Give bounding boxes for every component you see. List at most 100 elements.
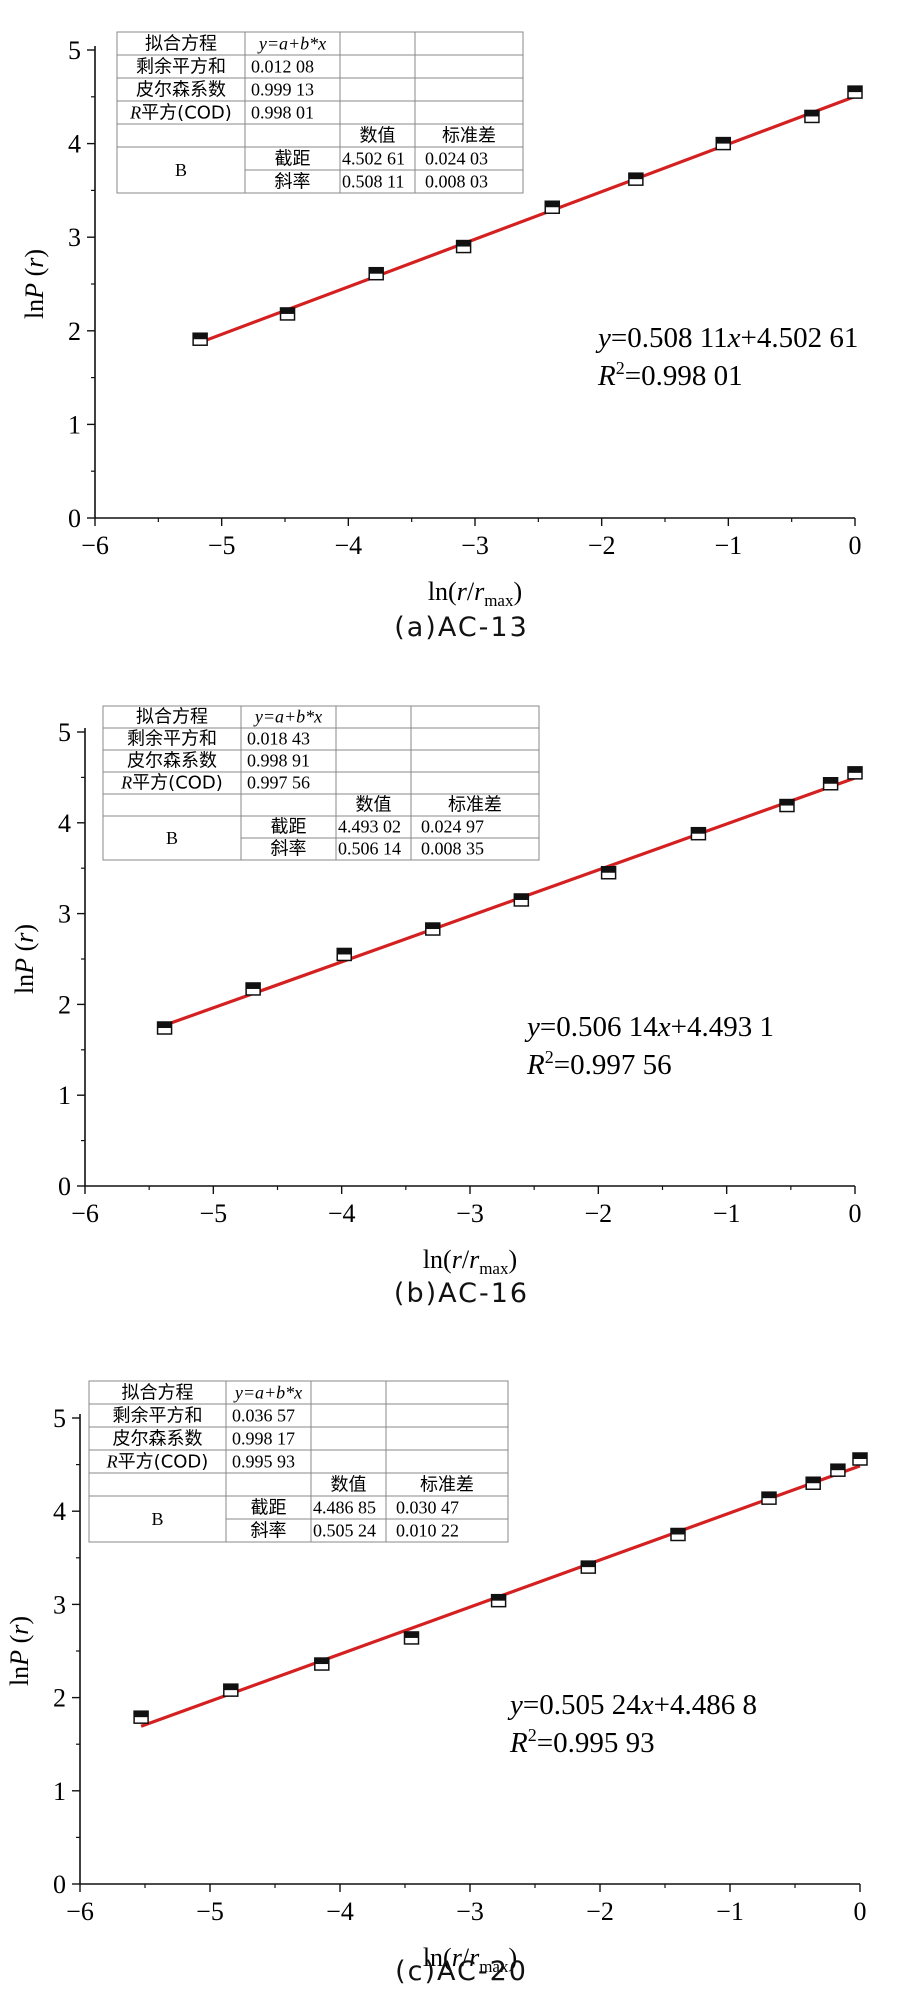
marker-fill	[823, 777, 838, 784]
marker-fill	[545, 201, 560, 208]
panel-caption: (c)AC-20	[395, 1956, 528, 1987]
marker-fill	[848, 86, 862, 93]
table-param-name: 截距	[251, 1497, 287, 1518]
marker-fill	[246, 982, 261, 989]
table-header-label: 拟合方程	[145, 33, 217, 54]
x-tick-label: −2	[588, 531, 616, 560]
x-tick-label: −6	[66, 1897, 94, 1926]
y-axis-title: lnP (r)	[5, 1616, 34, 1686]
y-axis-title: lnP (r)	[10, 924, 39, 994]
panel-c: −6 −5 −4 −3 −2 −1 0 0 1 2 3 4 5 ln(r/rmax) lnP (r) y=0.…	[0, 1336, 923, 2003]
x-tick-label: −3	[456, 1199, 484, 1228]
r-squared: R2=0.995 93	[509, 1725, 655, 1759]
marker-fill	[628, 173, 643, 180]
x-tick-label: −3	[461, 531, 489, 560]
marker-fill	[134, 1711, 149, 1718]
x-tick-label: −5	[208, 531, 236, 560]
marker-fill	[804, 110, 819, 117]
data-point	[513, 893, 530, 907]
y-tick-label: 3	[53, 1590, 66, 1619]
table-param-std: 0.024 97	[421, 817, 484, 837]
y-tick-label: 1	[68, 410, 81, 439]
data-point	[779, 798, 795, 813]
data-point	[245, 982, 261, 996]
data-point	[223, 1683, 239, 1697]
x-tick-label: −1	[713, 1199, 741, 1228]
chart-ac16: −6 −5 −4 −3 −2 −1 0 0 1 2 3 4 5 ln(r/rmax) lnP (r) y=0.…	[10, 705, 863, 1278]
fit-line	[164, 776, 856, 1027]
marker-fill	[425, 923, 440, 930]
marker-fill	[671, 1528, 685, 1535]
x-axis-title: ln(r/rmax)	[428, 577, 522, 610]
marker-fill	[193, 333, 208, 340]
table-row-label: 剩余平方和	[136, 56, 226, 77]
data-point	[279, 307, 296, 321]
marker-fill	[830, 1464, 845, 1471]
y-tick-label: 4	[58, 809, 71, 838]
marker-fill	[691, 827, 706, 834]
data-point	[336, 947, 352, 962]
table-border	[88, 1380, 509, 1543]
y-tick-label: 3	[58, 900, 71, 929]
x-tick-label: −5	[199, 1199, 227, 1228]
data-point	[715, 136, 732, 151]
table-param-name: 斜率	[251, 1520, 287, 1541]
table-param-value: 4.486 85	[313, 1497, 376, 1517]
marker-fill	[491, 1594, 506, 1601]
table-col-value: 数值	[356, 795, 392, 816]
data-point	[804, 109, 820, 124]
y-tick-label: 4	[53, 1497, 66, 1526]
table-row-label: 皮尔森系数	[127, 751, 217, 772]
table-col-std: 标准差	[420, 1474, 474, 1495]
y-tick-label: 1	[53, 1777, 66, 1806]
y-tick-label: 2	[68, 317, 81, 346]
table-col-value: 数值	[331, 1474, 367, 1495]
data-point	[490, 1593, 507, 1608]
marker-fill	[848, 766, 862, 773]
table-param-std: 0.024 03	[425, 148, 488, 168]
data-point	[544, 200, 561, 214]
marker-fill	[716, 137, 731, 144]
table-col-value: 数值	[360, 125, 396, 146]
marker-fill	[456, 240, 471, 247]
table-row-value: 0.018 43	[247, 729, 310, 749]
y-tick-label: 2	[53, 1684, 66, 1713]
table-col-std: 标准差	[442, 125, 496, 146]
table-equation: y=a+b*x	[253, 707, 322, 727]
data-point	[805, 1476, 821, 1490]
marker-fill	[337, 948, 352, 955]
fit-line	[199, 95, 856, 344]
data-point	[156, 1021, 173, 1035]
table-equation: y=a+b*x	[257, 33, 326, 53]
marker-fill	[314, 1658, 329, 1665]
table-row-value: 0.012 08	[251, 56, 314, 76]
table-param-std: 0.008 03	[425, 171, 488, 191]
marker-fill	[369, 267, 384, 274]
data-point	[455, 239, 472, 254]
x-axis-title: ln(r/rmax)	[423, 1245, 517, 1278]
data-point	[368, 266, 384, 281]
table-border	[102, 705, 540, 861]
x-tick-label: 0	[854, 1897, 867, 1926]
data-point	[425, 922, 441, 936]
data-point	[133, 1710, 149, 1724]
fit-equation: y=0.505 24x+4.486 8	[507, 1689, 757, 1721]
table-row-label: R平方(COD)	[129, 102, 232, 123]
data-point	[822, 777, 839, 791]
data-point	[690, 826, 707, 841]
table-group: B	[175, 160, 187, 180]
table-row-label: R平方(COD)	[120, 773, 223, 794]
y-tick-label: 0	[53, 1870, 66, 1899]
data-point	[847, 766, 863, 780]
marker-fill	[806, 1477, 821, 1484]
table-row-value: 0.999 13	[251, 79, 314, 99]
x-tick-label: −6	[81, 531, 109, 560]
fit-equation: y=0.508 11x+4.502 61	[595, 322, 858, 354]
marker-fill	[581, 1561, 596, 1568]
data-point	[580, 1560, 597, 1574]
x-tick-label: −6	[71, 1199, 99, 1228]
fit-table: 拟合方程 y=a+b*x 剩余平方和 0.012 08 皮尔森系数 0.999 13 R平方…	[116, 31, 524, 194]
table-param-name: 截距	[275, 148, 311, 169]
table-param-name: 斜率	[271, 839, 307, 860]
marker-fill	[280, 307, 295, 314]
